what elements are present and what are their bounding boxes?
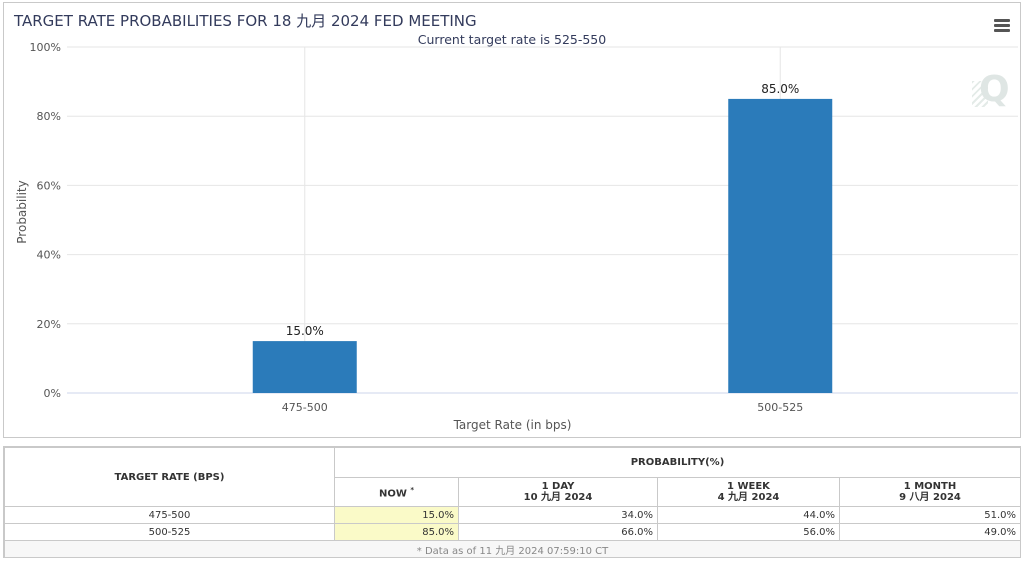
x-tick-label: 475-500: [282, 401, 328, 414]
col-header-1-day: 1 DAY 10 九月 2024: [458, 476, 658, 507]
value-cell: 44.0%: [657, 506, 840, 524]
footnote: * Data as of 11 九月 2024 07:59:10 CT: [4, 540, 1021, 558]
col-header-now: NOW *: [334, 476, 459, 507]
table-row: 500-525 85.0% 66.0% 56.0% 49.0%: [4, 523, 1021, 541]
value-cell: 34.0%: [458, 506, 658, 524]
value-cell: 49.0%: [839, 523, 1021, 541]
x-axis-title: Target Rate (in bps): [453, 418, 572, 432]
y-axis-title: Probability: [15, 180, 29, 243]
bar: [728, 98, 833, 394]
bar: [252, 341, 357, 393]
bar-chart: 0% 20% 40% 60% 80% 100% 475-500 15.0% 500-525 85.…: [15, 41, 1018, 432]
probability-header: PROBABILITY(%): [334, 447, 1021, 478]
probability-table-panel: TARGET RATE (BPS) PROBABILITY(%) NOW * 1…: [3, 446, 1021, 558]
data-label: 15.0%: [286, 324, 324, 338]
y-tick-label: 20%: [37, 318, 61, 331]
hamburger-menu-icon[interactable]: [994, 19, 1010, 33]
value-cell-now: 85.0%: [334, 523, 459, 541]
chart-title: TARGET RATE PROBABILITIES FOR 18 九月 2024…: [14, 12, 477, 30]
table-row: 475-500 15.0% 34.0% 44.0% 51.0%: [4, 506, 1021, 524]
value-cell: 51.0%: [839, 506, 1021, 524]
probability-table: TARGET RATE (BPS) PROBABILITY(%) NOW * 1…: [4, 447, 1021, 558]
watermark-logo: Q: [979, 69, 1010, 110]
col-header-1-week: 1 WEEK 4 九月 2024: [657, 476, 840, 507]
target-rate-header: TARGET RATE (BPS): [4, 447, 335, 507]
chart-panel: TARGET RATE PROBABILITIES FOR 18 九月 2024…: [3, 2, 1021, 438]
chart-subtitle: Current target rate is 525-550: [417, 32, 607, 47]
value-cell: 56.0%: [657, 523, 840, 541]
rate-cell: 500-525: [4, 523, 335, 541]
value-cell: 66.0%: [458, 523, 658, 541]
y-tick-label: 80%: [37, 110, 61, 123]
data-label: 85.0%: [761, 82, 799, 96]
value-cell-now: 15.0%: [334, 506, 459, 524]
col-header-1-month: 1 MONTH 9 八月 2024: [839, 476, 1021, 507]
y-tick-label: 100%: [30, 41, 61, 54]
rate-cell: 475-500: [4, 506, 335, 524]
watermark-stripes: [972, 81, 988, 107]
y-tick-label: 40%: [37, 249, 61, 262]
x-tick-label: 500-525: [757, 401, 803, 414]
y-tick-label: 60%: [37, 179, 61, 192]
y-tick-label: 0%: [44, 387, 61, 400]
